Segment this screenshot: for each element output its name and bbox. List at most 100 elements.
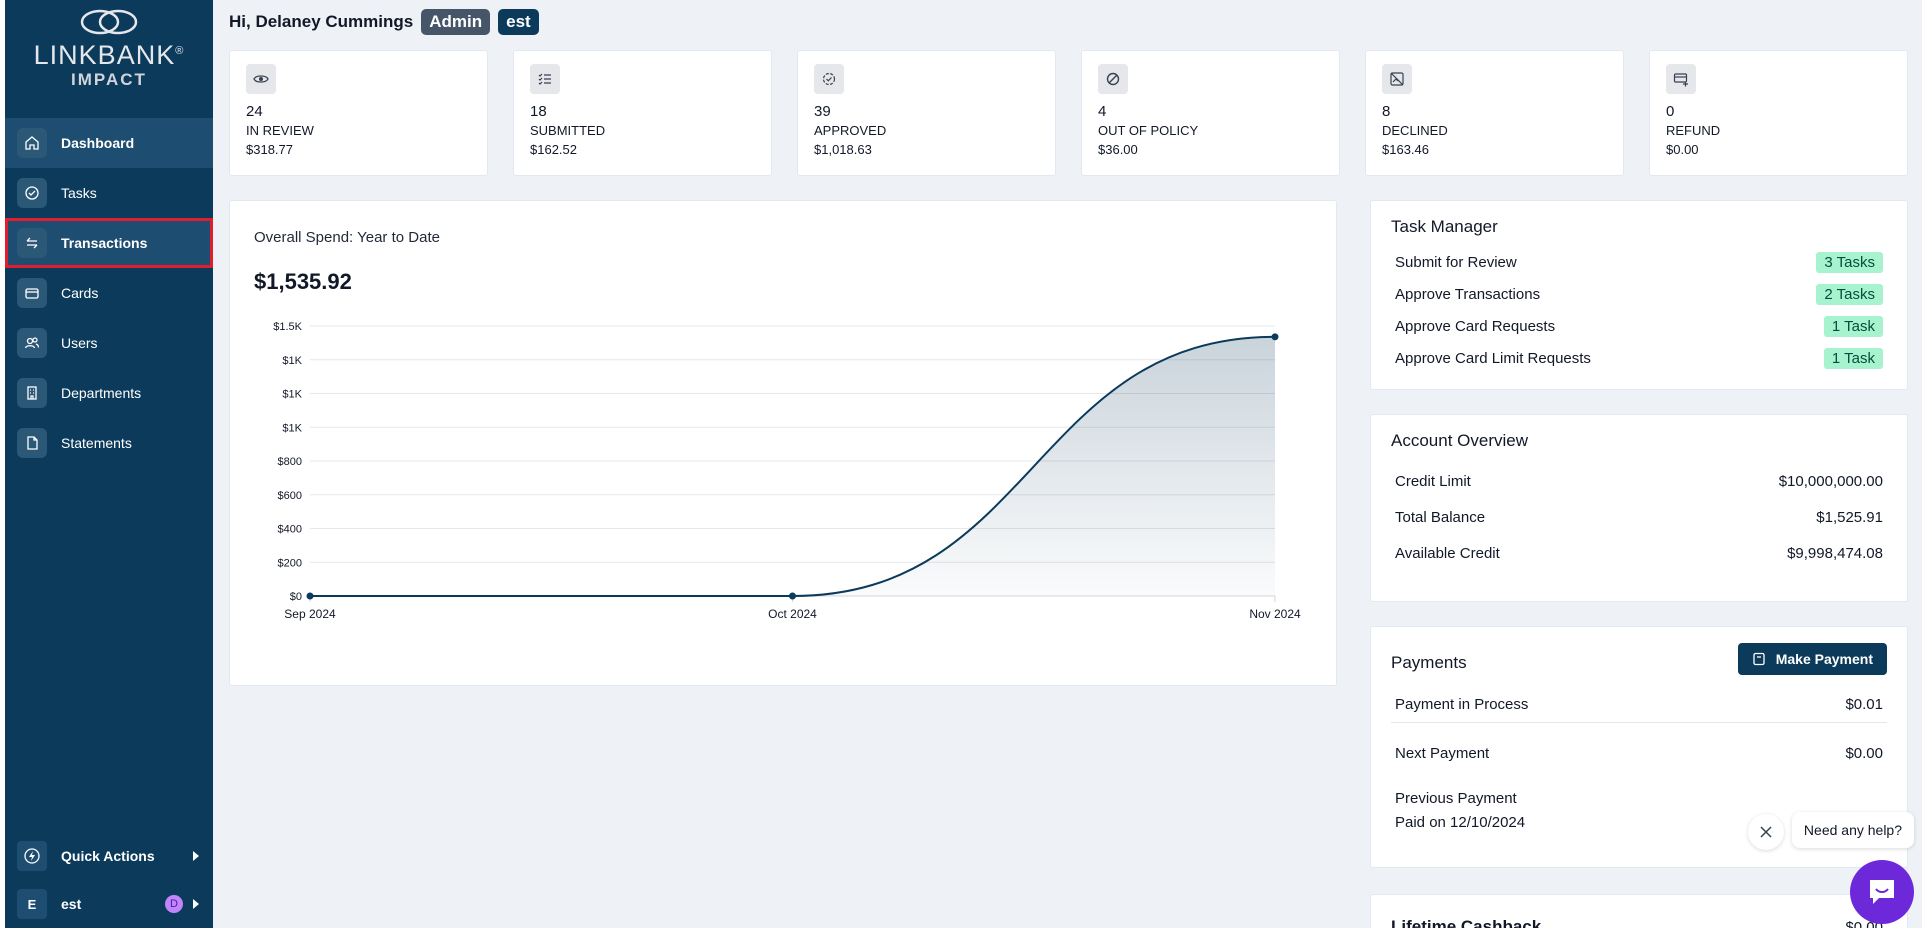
greeting-bar: Hi, Delaney Cummings Admin est xyxy=(229,9,539,35)
payment-icon xyxy=(1752,652,1766,669)
sidebar-item-label: Departments xyxy=(61,385,142,401)
sidebar-item-transactions[interactable]: Transactions xyxy=(5,218,213,268)
sidebar-item-label: Tasks xyxy=(61,185,97,201)
series-line xyxy=(310,335,1276,597)
role-badge: Admin xyxy=(421,9,491,35)
task-row[interactable]: Approve Transactions 2 Tasks xyxy=(1371,278,1907,310)
task-count-badge[interactable]: 3 Tasks xyxy=(1816,251,1883,273)
stat-label: SUBMITTED xyxy=(530,123,606,138)
previous-payment-paid: Paid on 12/10/2024 xyxy=(1395,814,1526,831)
account-row: Total Balance $1,525.91 xyxy=(1371,499,1907,535)
make-payment-button[interactable]: Make Payment xyxy=(1737,643,1887,675)
brand-name: LINKBANK® xyxy=(33,40,185,70)
next-payment-row: Next Payment $0.00 xyxy=(1371,735,1907,771)
data-point xyxy=(789,592,796,600)
stat-label: APPROVED xyxy=(814,123,887,138)
next-payment-value: $0.00 xyxy=(1845,744,1883,762)
stat-card-approved[interactable]: 39 APPROVED $1,018.63 xyxy=(797,50,1056,176)
user-menu[interactable]: E est D xyxy=(5,880,213,928)
sidebar-item-departments[interactable]: Departments xyxy=(5,368,213,418)
payments-title: Payments xyxy=(1391,653,1467,672)
task-label: Approve Card Requests xyxy=(1395,317,1556,335)
user-avatar-badge: D xyxy=(165,895,183,913)
make-payment-label: Make Payment xyxy=(1775,651,1873,667)
stat-amount: $1,018.63 xyxy=(814,142,872,157)
sidebar-item-label: Statements xyxy=(61,435,132,451)
area-fill xyxy=(310,336,1275,596)
task-count-badge[interactable]: 1 Task xyxy=(1823,315,1883,337)
sidebar-item-label: Transactions xyxy=(61,235,148,251)
sidebar-item-label: Users xyxy=(61,335,98,351)
sidebar-item-tasks[interactable]: Tasks xyxy=(5,168,213,218)
check-circle-icon xyxy=(17,178,47,208)
close-icon xyxy=(1760,826,1772,838)
x-tick-label: Oct 2024 xyxy=(768,607,817,621)
task-label: Approve Transactions xyxy=(1395,285,1541,303)
task-manager-title: Task Manager xyxy=(1391,217,1498,236)
chart-total: $1,535.92 xyxy=(254,269,352,294)
stat-label: DECLINED xyxy=(1382,123,1448,138)
task-row[interactable]: Submit for Review 3 Tasks xyxy=(1371,246,1907,278)
stat-card-submitted[interactable]: 18 SUBMITTED $162.52 xyxy=(513,50,772,176)
close-help-button[interactable] xyxy=(1748,814,1784,850)
account-overview-title: Account Overview xyxy=(1391,431,1528,450)
stat-card-refund[interactable]: 0 REFUND $0.00 xyxy=(1649,50,1908,176)
sidebar-item-statements[interactable]: Statements xyxy=(5,418,213,468)
account-label: Credit Limit xyxy=(1395,472,1471,490)
stat-card-declined[interactable]: 8 DECLINED $163.46 xyxy=(1365,50,1624,176)
credit-card-icon xyxy=(17,278,47,308)
task-label: Approve Card Limit Requests xyxy=(1395,349,1591,367)
y-tick-label: $600 xyxy=(278,490,302,502)
stat-count: 18 xyxy=(530,103,547,120)
stat-label: REFUND xyxy=(1666,123,1721,138)
sidebar-nav: Dashboard Tasks Transactions Cards Users xyxy=(5,118,213,468)
chat-launcher-button[interactable] xyxy=(1850,860,1914,924)
task-row[interactable]: Approve Card Limit Requests 1 Task xyxy=(1371,342,1907,374)
task-count-badge[interactable]: 2 Tasks xyxy=(1816,283,1883,305)
sidebar: LINKBANK® IMPACT Dashboard Tasks Transac… xyxy=(0,0,213,928)
chevron-right-icon xyxy=(193,851,199,861)
eye-icon xyxy=(246,64,276,94)
badge-check-icon xyxy=(814,64,844,94)
stat-card-in-review[interactable]: 24 IN REVIEW $318.77 xyxy=(229,50,488,176)
x-tick-label: Nov 2024 xyxy=(1249,607,1301,621)
y-tick-label: $1K xyxy=(282,422,302,434)
task-count-badge[interactable]: 1 Task xyxy=(1823,347,1883,369)
quick-actions-label: Quick Actions xyxy=(61,848,155,864)
account-label: Total Balance xyxy=(1395,508,1486,526)
account-overview-card: Account Overview Credit Limit $10,000,00… xyxy=(1370,414,1908,602)
y-tick-label: $200 xyxy=(278,557,302,569)
card-refund-icon xyxy=(1666,64,1696,94)
sidebar-item-users[interactable]: Users xyxy=(5,318,213,368)
lightning-icon xyxy=(17,841,47,871)
task-label: Submit for Review xyxy=(1395,253,1517,271)
image-off-icon xyxy=(1382,64,1412,94)
stat-count: 4 xyxy=(1098,103,1107,120)
rings-logo-icon xyxy=(80,9,138,35)
stat-card-out-of-policy[interactable]: 4 OUT OF POLICY $36.00 xyxy=(1081,50,1340,176)
spend-chart-card: Overall Spend: Year to Date $1,535.92 $0… xyxy=(229,200,1337,686)
ban-icon xyxy=(1098,64,1128,94)
transfer-arrows-icon xyxy=(17,228,47,258)
y-tick-label: $1K xyxy=(282,355,302,367)
stat-amount: $163.46 xyxy=(1382,142,1429,157)
account-value: $1,525.91 xyxy=(1816,508,1883,526)
chart-title: Overall Spend: Year to Date xyxy=(254,229,440,246)
y-tick-label: $1.5K xyxy=(273,321,302,333)
chat-icon xyxy=(1870,880,1894,904)
logo[interactable]: LINKBANK® IMPACT xyxy=(5,0,213,108)
cashback-card: Lifetime Cashback $0.00 xyxy=(1370,894,1908,928)
y-tick-label: $0 xyxy=(290,591,302,603)
stat-label: IN REVIEW xyxy=(246,123,314,138)
stat-count: 39 xyxy=(814,103,831,120)
sidebar-item-dashboard[interactable]: Dashboard xyxy=(5,118,213,168)
help-bubble[interactable]: Need any help? xyxy=(1791,812,1914,848)
sidebar-item-cards[interactable]: Cards xyxy=(5,268,213,318)
data-point xyxy=(306,592,314,600)
sidebar-item-label: Dashboard xyxy=(61,135,135,151)
payment-in-process-row: Payment in Process $0.01 xyxy=(1391,687,1887,723)
quick-actions-button[interactable]: Quick Actions xyxy=(5,832,213,880)
user-name: est xyxy=(61,896,82,912)
sidebar-item-label: Cards xyxy=(61,285,99,301)
task-row[interactable]: Approve Card Requests 1 Task xyxy=(1371,310,1907,342)
